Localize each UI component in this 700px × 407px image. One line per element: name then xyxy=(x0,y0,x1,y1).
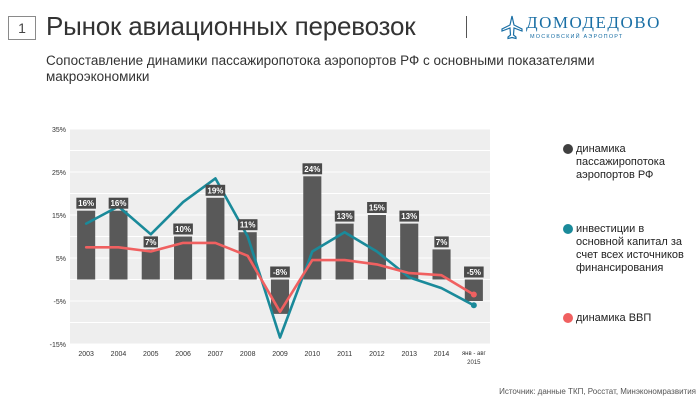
x-tick-label: 2014 xyxy=(434,351,450,358)
gdp-line xyxy=(84,241,476,314)
slide-number: 1 xyxy=(8,16,36,40)
bar-янв - авг 2015 xyxy=(464,279,483,301)
data-label: 10% xyxy=(175,225,191,234)
bar-2007 xyxy=(206,197,225,280)
logo-name: ДОМОДЕДОВО xyxy=(526,13,661,32)
bar-2006 xyxy=(174,236,193,280)
x-tick-label: 2011 xyxy=(337,351,352,358)
data-label-box xyxy=(464,266,484,278)
data-label-box xyxy=(367,202,387,213)
x-tick-label: 2012 xyxy=(369,351,385,358)
x-tick-label: 2004 xyxy=(111,351,127,358)
header-divider xyxy=(466,16,467,38)
legend-swatch-investment xyxy=(563,224,573,234)
investment-end-point xyxy=(470,302,477,309)
data-label-box xyxy=(270,266,290,278)
legend-label-gdp: динамика ВВП xyxy=(576,312,652,324)
bar-2014 xyxy=(432,249,451,280)
slide-subtitle: Сопоставление динамики пассажиропотока а… xyxy=(46,53,595,84)
bar-2011 xyxy=(335,223,354,280)
source-note: Источник: данные ТКП, Росстат, Минэконом… xyxy=(499,387,696,396)
data-label: 19% xyxy=(207,186,223,195)
data-label-box xyxy=(205,184,226,196)
data-label: 13% xyxy=(401,212,417,221)
logo-subtitle: МОСКОВСКИЙ АЭРОПОРТ xyxy=(530,34,624,40)
data-label: 11% xyxy=(240,221,256,230)
y-tick-label: -5% xyxy=(54,299,66,306)
data-label-box xyxy=(76,197,96,209)
x-tick-label: 2006 xyxy=(175,351,191,358)
bar-2003 xyxy=(77,210,96,280)
data-label-box xyxy=(173,223,193,235)
data-label: 13% xyxy=(337,212,353,221)
legend-swatch-gdp xyxy=(563,313,573,323)
slide-title: Рынок авиационных перевозок xyxy=(46,11,416,41)
legend-label-passengers: динамика пассажиропотока аэропортов РФ xyxy=(576,143,665,181)
x-tick-label: 2003 xyxy=(78,351,94,358)
y-tick-label: 5% xyxy=(56,256,66,263)
data-label-box xyxy=(434,236,449,248)
data-label-box xyxy=(237,219,258,231)
investment-line xyxy=(84,177,476,339)
x-tick-label: 2015 xyxy=(467,360,481,366)
bar-2004 xyxy=(109,210,128,280)
data-label-box xyxy=(334,210,355,222)
airport-logo: ДОМОДЕДОВО МОСКОВСКИЙ АЭРОПОРТ xyxy=(500,12,660,46)
gdp-end-point xyxy=(470,291,477,298)
data-label: 16% xyxy=(110,199,126,208)
bar-2005 xyxy=(141,249,160,280)
data-label-box xyxy=(143,236,158,248)
data-label: 16% xyxy=(78,199,94,208)
x-tick-label: 2008 xyxy=(240,351,256,358)
y-tick-label: -15% xyxy=(50,342,66,349)
data-label-box xyxy=(399,210,420,222)
bar-2010 xyxy=(303,176,322,280)
data-label: 7% xyxy=(145,238,157,247)
x-tick-label: 2010 xyxy=(305,351,321,358)
data-label-box xyxy=(108,197,129,209)
data-label: -5% xyxy=(467,268,481,277)
x-tick-label: 2007 xyxy=(208,351,224,358)
data-label: 24% xyxy=(304,165,320,174)
y-tick-label: 15% xyxy=(52,213,66,220)
legend-swatch-passengers xyxy=(563,144,573,154)
y-tick-label: 25% xyxy=(52,170,66,177)
legend-label-investment: инвестиции в основной капитал за счет вс… xyxy=(576,223,684,274)
bar-2009 xyxy=(270,279,290,314)
x-tick-label: 2005 xyxy=(143,351,159,358)
data-label-box xyxy=(302,163,323,175)
y-tick-label: 35% xyxy=(52,127,66,134)
x-tick-label: 2009 xyxy=(272,351,288,358)
airplane-icon xyxy=(501,15,523,40)
data-label: -8% xyxy=(273,268,287,277)
data-label: 7% xyxy=(436,238,448,247)
x-tick-label: 2013 xyxy=(401,351,417,358)
data-label: 15% xyxy=(369,204,385,213)
x-tick-label: янв - авг xyxy=(462,351,487,357)
bar-2013 xyxy=(400,223,419,280)
